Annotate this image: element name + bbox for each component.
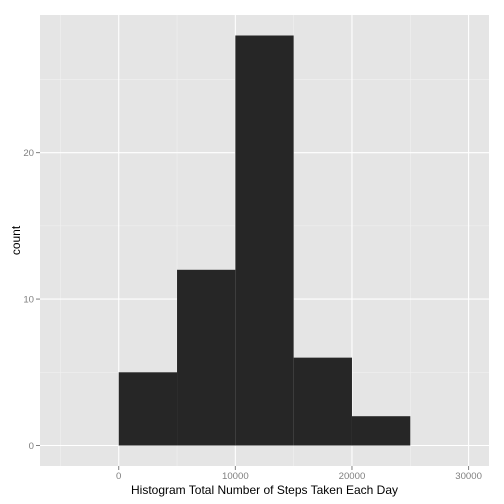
histogram-bars — [118, 35, 411, 446]
x-tick-label: 10000 — [222, 471, 249, 482]
x-tick-label: 30000 — [455, 471, 482, 482]
y-tick-label: 0 — [29, 441, 34, 452]
histogram-bar — [351, 416, 411, 446]
y-axis-ticks: 0 10 20 — [23, 148, 40, 452]
y-tick-label: 10 — [23, 295, 34, 306]
x-axis-ticks: 0 10000 20000 30000 — [116, 466, 482, 482]
y-axis-title: count — [9, 225, 23, 255]
histogram-bar — [235, 35, 294, 446]
histogram-bar — [177, 269, 236, 446]
y-tick-label: 20 — [23, 148, 34, 159]
x-tick-label: 0 — [116, 471, 121, 482]
x-tick-label: 20000 — [339, 471, 366, 482]
histogram-bar — [118, 372, 178, 446]
histogram-bar — [293, 357, 352, 446]
x-axis-title: Histogram Total Number of Steps Taken Ea… — [131, 483, 398, 497]
